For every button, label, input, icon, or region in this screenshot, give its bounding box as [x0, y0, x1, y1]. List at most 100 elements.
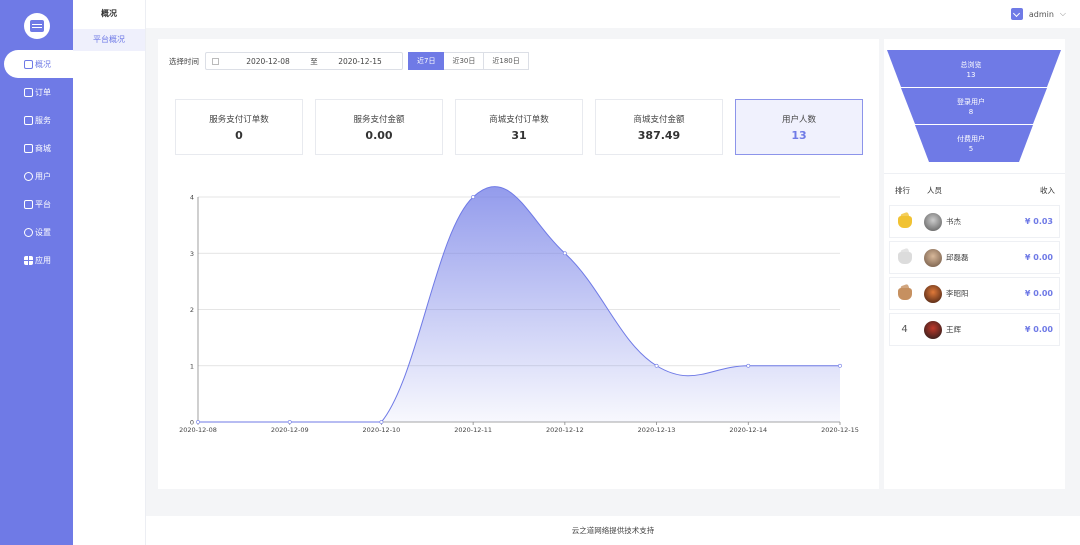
nav-item-label: 概况: [35, 59, 51, 69]
ranking-row: 书杰 ¥ 0.03: [889, 205, 1060, 238]
nav-item-service[interactable]: 服务: [0, 106, 73, 134]
person-name: 王辉: [946, 325, 961, 334]
service-icon: [24, 115, 33, 125]
overview-panel: 选择时间 2020-12-08 至 2020-12-15 近7日 近30日 近1…: [158, 39, 879, 489]
order-icon: [24, 87, 33, 97]
range-7-days-button[interactable]: 近7日: [408, 52, 445, 70]
filter-label: 选择时间: [169, 56, 199, 66]
rank-column-header: 排行: [895, 186, 910, 195]
rank-number: 4: [901, 324, 908, 335]
data-point: [838, 363, 842, 368]
data-point: [471, 195, 476, 199]
nav-item-label: 订单: [35, 87, 51, 97]
silver-medal-icon: [896, 250, 913, 265]
stat-card-shop-orders[interactable]: 商城支付订单数 31: [455, 99, 583, 155]
avatar: [924, 248, 942, 267]
nav-item-label: 应用: [35, 255, 51, 265]
stat-value: 0: [235, 128, 243, 142]
gold-medal-icon: [896, 214, 913, 229]
user-menu[interactable]: admin ⌵: [1010, 8, 1066, 20]
data-point: [746, 363, 751, 368]
series-area: [198, 186, 840, 422]
app-logo[interactable]: [24, 13, 50, 39]
stat-label: 商城支付金额: [633, 114, 685, 125]
date-range-picker[interactable]: 2020-12-08 至 2020-12-15: [205, 52, 403, 70]
calendar-icon: [212, 57, 219, 65]
range-30-days-button[interactable]: 近30日: [444, 52, 485, 70]
funnel-label: 总浏览: [960, 61, 982, 69]
main-nav: 概况 订单 服务 商城 用户 平台 设置 应用: [0, 50, 73, 274]
ranking-header: 排行 人员 收入: [895, 185, 1055, 196]
funnel-label-login: 登录用户 8: [884, 97, 1058, 117]
income-amount: ¥ 0.00: [1024, 289, 1053, 298]
stat-card-shop-amount[interactable]: 商城支付金额 387.49: [595, 99, 723, 155]
nav-item-settings[interactable]: 设置: [0, 218, 73, 246]
data-point: [562, 251, 567, 256]
nav-item-apps[interactable]: 应用: [0, 246, 73, 274]
date-separator: 至: [310, 56, 318, 66]
shop-icon: [24, 143, 33, 153]
date-filter: 选择时间 2020-12-08 至 2020-12-15 近7日 近30日 近1…: [169, 52, 529, 70]
stat-cards: 服务支付订单数 0 服务支付金额 0.00 商城支付订单数 31 商城支付金额 387.…: [175, 99, 863, 155]
data-point: [379, 420, 384, 424]
sub-item-platform-overview[interactable]: 平台概况: [73, 29, 145, 51]
x-tick-label: 2020-12-12: [546, 426, 584, 434]
nav-item-platform[interactable]: 平台: [0, 190, 73, 218]
sub-sidebar-title: 概况: [101, 9, 117, 18]
stat-card-service-amount[interactable]: 服务支付金额 0.00: [315, 99, 443, 155]
ranking-row: 邱磊磊 ¥ 0.00: [889, 241, 1060, 274]
x-tick-label: 2020-12-15: [821, 426, 859, 434]
footer: 云之道网络提供技术支持: [146, 516, 1080, 545]
top-bar: admin ⌵: [146, 0, 1080, 28]
user-icon: [24, 171, 33, 181]
range-180-days-button[interactable]: 近180日: [484, 52, 529, 70]
data-point: [654, 363, 659, 368]
nav-item-label: 设置: [35, 227, 51, 237]
y-tick-label: 3: [190, 250, 194, 258]
nav-item-users[interactable]: 用户: [0, 162, 73, 190]
y-tick-label: 2: [190, 306, 194, 314]
funnel-label-paid: 付费用户 5: [884, 134, 1058, 154]
stat-value: 387.49: [637, 128, 681, 142]
bronze-medal-icon: [896, 286, 913, 301]
ranking-row: 李昭阳 ¥ 0.00: [889, 277, 1060, 310]
stat-value: 13: [791, 128, 807, 142]
funnel-value: 8: [968, 108, 974, 116]
funnel-value: 13: [966, 71, 976, 79]
right-panel: 总浏览 13 登录用户 8 付费用户 5 排行 人员 收入 书杰 ¥ 0.03 邱磊磊…: [884, 39, 1065, 489]
person-name: 书杰: [946, 217, 961, 226]
person-column-header: 人员: [927, 186, 942, 195]
avatar: [924, 212, 942, 231]
nav-item-shop[interactable]: 商城: [0, 134, 73, 162]
start-date[interactable]: 2020-12-08: [246, 56, 290, 66]
funnel-stage-views: [887, 50, 1061, 87]
divider: [884, 173, 1065, 174]
platform-icon: [24, 199, 33, 209]
x-tick-label: 2020-12-13: [638, 426, 676, 434]
main-sidebar: 概况 订单 服务 商城 用户 平台 设置 应用: [0, 0, 73, 545]
data-point: [196, 420, 200, 424]
stat-value: 31: [511, 128, 527, 142]
nav-item-orders[interactable]: 订单: [0, 78, 73, 106]
calendar-logo-icon: [30, 20, 44, 32]
range-buttons: 近7日 近30日 近180日: [408, 52, 529, 70]
stat-card-users[interactable]: 用户人数 13: [735, 99, 863, 155]
avatar: [924, 284, 942, 303]
chevron-down-icon: ⌵: [1059, 9, 1066, 18]
income-amount: ¥ 0.03: [1024, 217, 1053, 226]
data-point: [287, 420, 292, 424]
trend-chart: 0 1 2 3 4 2020-12-08 2020-12-09 2020-12-10 2020-…: [179, 186, 859, 434]
nav-item-overview[interactable]: 概况: [4, 50, 73, 78]
y-tick-label: 4: [190, 194, 194, 202]
person-name: 邱磊磊: [946, 253, 969, 262]
x-tick-label: 2020-12-08: [179, 426, 217, 434]
stat-label: 用户人数: [781, 114, 816, 125]
y-tick-label: 0: [190, 419, 194, 427]
sub-sidebar: 概况 平台概况: [73, 0, 146, 545]
x-tick-label: 2020-12-09: [271, 426, 309, 434]
ranking-row: 4 王辉 ¥ 0.00: [889, 313, 1060, 346]
nav-item-label: 平台: [35, 199, 51, 209]
stat-card-service-orders[interactable]: 服务支付订单数 0: [175, 99, 303, 155]
end-date[interactable]: 2020-12-15: [338, 56, 382, 66]
ranking-list: 书杰 ¥ 0.03 邱磊磊 ¥ 0.00 李昭阳 ¥ 0.00 4 王辉 ¥ 0…: [889, 205, 1060, 349]
